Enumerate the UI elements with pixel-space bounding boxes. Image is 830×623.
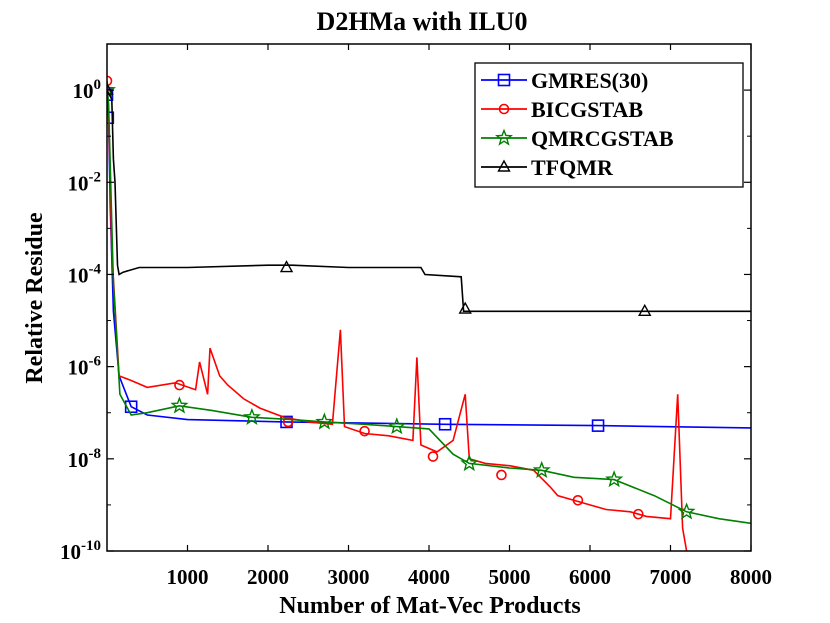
legend-item-tfqmr: TFQMR	[481, 155, 614, 180]
data-point-tfqmr	[458, 301, 472, 314]
data-point-qmrcgstab	[605, 470, 624, 488]
x-tick-label: 7000	[650, 565, 692, 589]
y-tick-label: 10-8	[68, 446, 102, 472]
data-point-bicgstab	[572, 494, 584, 506]
data-point-qmrcgstab	[532, 460, 551, 479]
y-tick-label: 100	[73, 77, 102, 103]
data-point-qmrcgstab	[107, 80, 116, 98]
legend-label: QMRCGSTAB	[531, 126, 674, 151]
data-point-bicgstab	[107, 75, 113, 87]
x-tick-label: 6000	[569, 565, 611, 589]
series-line-qmrcgstab	[107, 90, 751, 525]
x-tick-label: 8000	[730, 565, 772, 589]
series-line-bicgstab	[107, 80, 688, 551]
x-tick-label: 1000	[167, 565, 209, 589]
data-point-qmrcgstab	[242, 407, 261, 426]
data-point-gmres-30	[438, 417, 452, 431]
chart-title: D2HMa with ILU0	[317, 7, 528, 36]
legend-item-qmrcgstab: QMRCGSTAB	[481, 126, 674, 151]
legend-label: BICGSTAB	[531, 97, 643, 122]
data-point-tfqmr	[638, 303, 652, 317]
data-point-qmrcgstab	[387, 417, 406, 435]
data-point-bicgstab	[427, 451, 439, 462]
data-point-gmres-30	[124, 400, 138, 414]
x-tick-label: 4000	[408, 565, 450, 589]
data-point-bicgstab	[632, 508, 644, 520]
data-point-bicgstab	[496, 469, 507, 481]
y-axis-label: Relative Residue	[22, 212, 48, 384]
legend-marker	[498, 103, 510, 115]
series-layer	[107, 75, 751, 551]
y-tick-label: 10-2	[68, 169, 102, 195]
y-tick-label: 10-10	[60, 538, 101, 564]
legend-marker	[497, 73, 511, 87]
data-point-qmrcgstab	[677, 502, 696, 520]
legend-label: TFQMR	[531, 155, 614, 180]
y-tick-label: 10-6	[68, 354, 102, 380]
legend: GMRES(30) BICGSTAB QMRCGSTAB TFQMR	[474, 62, 744, 188]
data-point-bicgstab	[282, 416, 294, 428]
axes: 1000 2000 3000 4000 5000 6000 7000 8000 100 10-2 1…	[60, 43, 772, 589]
legend-item-bicgstab: BICGSTAB	[481, 97, 643, 122]
data-point-bicgstab	[359, 425, 370, 437]
legend-item-gmres-30: GMRES(30)	[481, 68, 648, 93]
data-point-bicgstab	[174, 379, 185, 391]
series-tfqmr	[107, 82, 751, 317]
x-tick-label: 2000	[247, 565, 289, 589]
legend-marker	[497, 159, 511, 172]
x-axis-label: Number of Mat-Vec Products	[279, 593, 581, 619]
data-point-qmrcgstab	[315, 412, 334, 430]
legend-label: GMRES(30)	[531, 68, 648, 93]
data-point-tfqmr	[107, 82, 114, 95]
data-point-gmres-30	[591, 419, 605, 432]
series-line-tfqmr	[107, 89, 751, 313]
x-tick-label: 5000	[489, 565, 531, 589]
series-bicgstab	[107, 75, 688, 551]
data-point-tfqmr	[279, 260, 294, 273]
legend-marker	[495, 128, 513, 146]
series-qmrcgstab	[107, 80, 751, 525]
x-tick-label: 3000	[328, 565, 370, 589]
data-point-qmrcgstab	[460, 453, 479, 472]
y-tick-label: 10-4	[68, 261, 102, 287]
data-point-qmrcgstab	[170, 396, 189, 414]
